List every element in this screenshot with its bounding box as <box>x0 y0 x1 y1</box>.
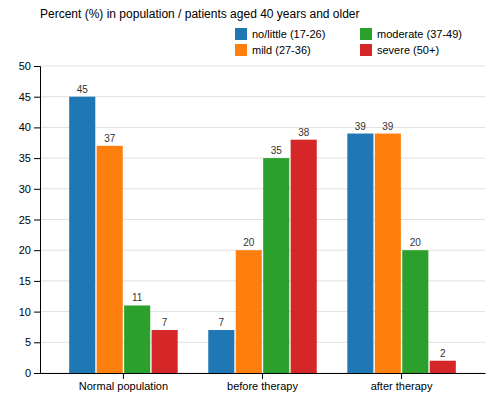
data-label: 7 <box>162 317 168 328</box>
bar <box>430 361 456 373</box>
tick: 20 <box>19 244 40 256</box>
tick-label: 45 <box>19 91 31 103</box>
axis-line <box>34 67 41 374</box>
data-label: 37 <box>104 133 116 144</box>
tick: 5 <box>25 336 40 348</box>
legend-swatch <box>235 44 247 56</box>
bar <box>69 97 95 373</box>
legend-swatch <box>360 28 372 40</box>
bar <box>152 330 178 373</box>
legend-label: moderate (37-49) <box>377 28 462 40</box>
plot: 0 5 10 15 20 25 30 35 40 45 50 Normal population bef… <box>19 60 486 392</box>
tick: 15 <box>19 275 40 287</box>
data-label: 39 <box>382 121 394 132</box>
legend-label: severe (50+) <box>377 44 439 56</box>
tick: after therapy <box>371 373 433 392</box>
y-axis: 0 5 10 15 20 25 30 35 40 45 50 <box>19 60 41 379</box>
tick-label: 20 <box>19 244 31 256</box>
bar <box>375 134 401 373</box>
tick-label: 10 <box>19 306 31 318</box>
legend-swatch <box>235 28 247 40</box>
grid-line <box>40 66 485 67</box>
tick-mark <box>34 220 40 221</box>
tick-mark <box>34 97 40 98</box>
tick-label: before therapy <box>227 380 298 392</box>
tick-mark <box>34 342 40 343</box>
tick: 45 <box>19 91 40 103</box>
legend-item: severe (50+) <box>360 44 439 56</box>
tick-mark <box>34 281 40 282</box>
data-label: 39 <box>355 121 367 132</box>
data-label: 38 <box>298 127 310 138</box>
data-label: 2 <box>440 348 446 359</box>
tick-mark <box>262 373 263 379</box>
tick-label: 0 <box>25 367 31 379</box>
legend-item: mild (27-36) <box>235 44 311 56</box>
tick-mark <box>34 158 40 159</box>
legend-item: no/little (17-26) <box>235 28 325 40</box>
x-axis: Normal population before therapy after the… <box>41 373 486 392</box>
tick: 35 <box>19 152 40 164</box>
tick: Normal population <box>79 373 168 392</box>
legend-label: no/little (17-26) <box>252 28 325 40</box>
title: Percent (%) in population / patients age… <box>40 7 360 21</box>
bars <box>69 97 456 373</box>
tick: 0 <box>25 367 40 379</box>
grid <box>40 66 485 373</box>
bar <box>291 140 317 373</box>
bar <box>208 330 234 373</box>
tick-mark <box>34 189 40 190</box>
tick-label: 5 <box>25 336 31 348</box>
bar <box>347 134 373 373</box>
tick: 40 <box>19 121 40 133</box>
data-label: 35 <box>271 145 283 156</box>
tick: 30 <box>19 183 40 195</box>
data-label: 45 <box>77 84 89 95</box>
tick-label: 15 <box>19 275 31 287</box>
bar <box>97 146 123 373</box>
tick-label: 50 <box>19 60 31 72</box>
legend-label: mild (27-36) <box>252 44 311 56</box>
tick-label: Normal population <box>79 380 168 392</box>
tick-mark <box>34 312 40 313</box>
legend-swatch <box>360 44 372 56</box>
tick-mark <box>34 373 40 374</box>
bar <box>263 158 289 373</box>
data-label: 20 <box>410 237 422 248</box>
legend: no/little (17-26) mild (27-36) moderate (3… <box>235 28 462 56</box>
legend-item: moderate (37-49) <box>360 28 462 40</box>
tick-mark <box>401 373 402 379</box>
tick-mark <box>34 127 40 128</box>
tick-mark <box>34 250 40 251</box>
tick: 25 <box>19 214 40 226</box>
tick-label: after therapy <box>371 380 433 392</box>
tick-label: 35 <box>19 152 31 164</box>
bar <box>236 250 262 373</box>
data-labels: 45 7 39 37 20 39 11 35 20 7 38 2 <box>77 84 446 359</box>
chart: 0 5 10 15 20 25 30 35 40 45 50 Normal population bef… <box>0 0 500 405</box>
bar <box>124 305 150 373</box>
bar <box>402 250 428 373</box>
tick-label: 30 <box>19 183 31 195</box>
grid-line <box>40 127 485 128</box>
tick: 10 <box>19 306 40 318</box>
tick-label: 25 <box>19 214 31 226</box>
tick-mark <box>34 66 40 67</box>
data-label: 20 <box>243 237 255 248</box>
tick-mark <box>123 373 124 379</box>
tick: before therapy <box>227 373 298 392</box>
data-label: 7 <box>219 317 225 328</box>
tick: 50 <box>19 60 40 72</box>
grid-line <box>40 96 485 97</box>
tick-label: 40 <box>19 121 31 133</box>
data-label: 11 <box>132 292 143 303</box>
